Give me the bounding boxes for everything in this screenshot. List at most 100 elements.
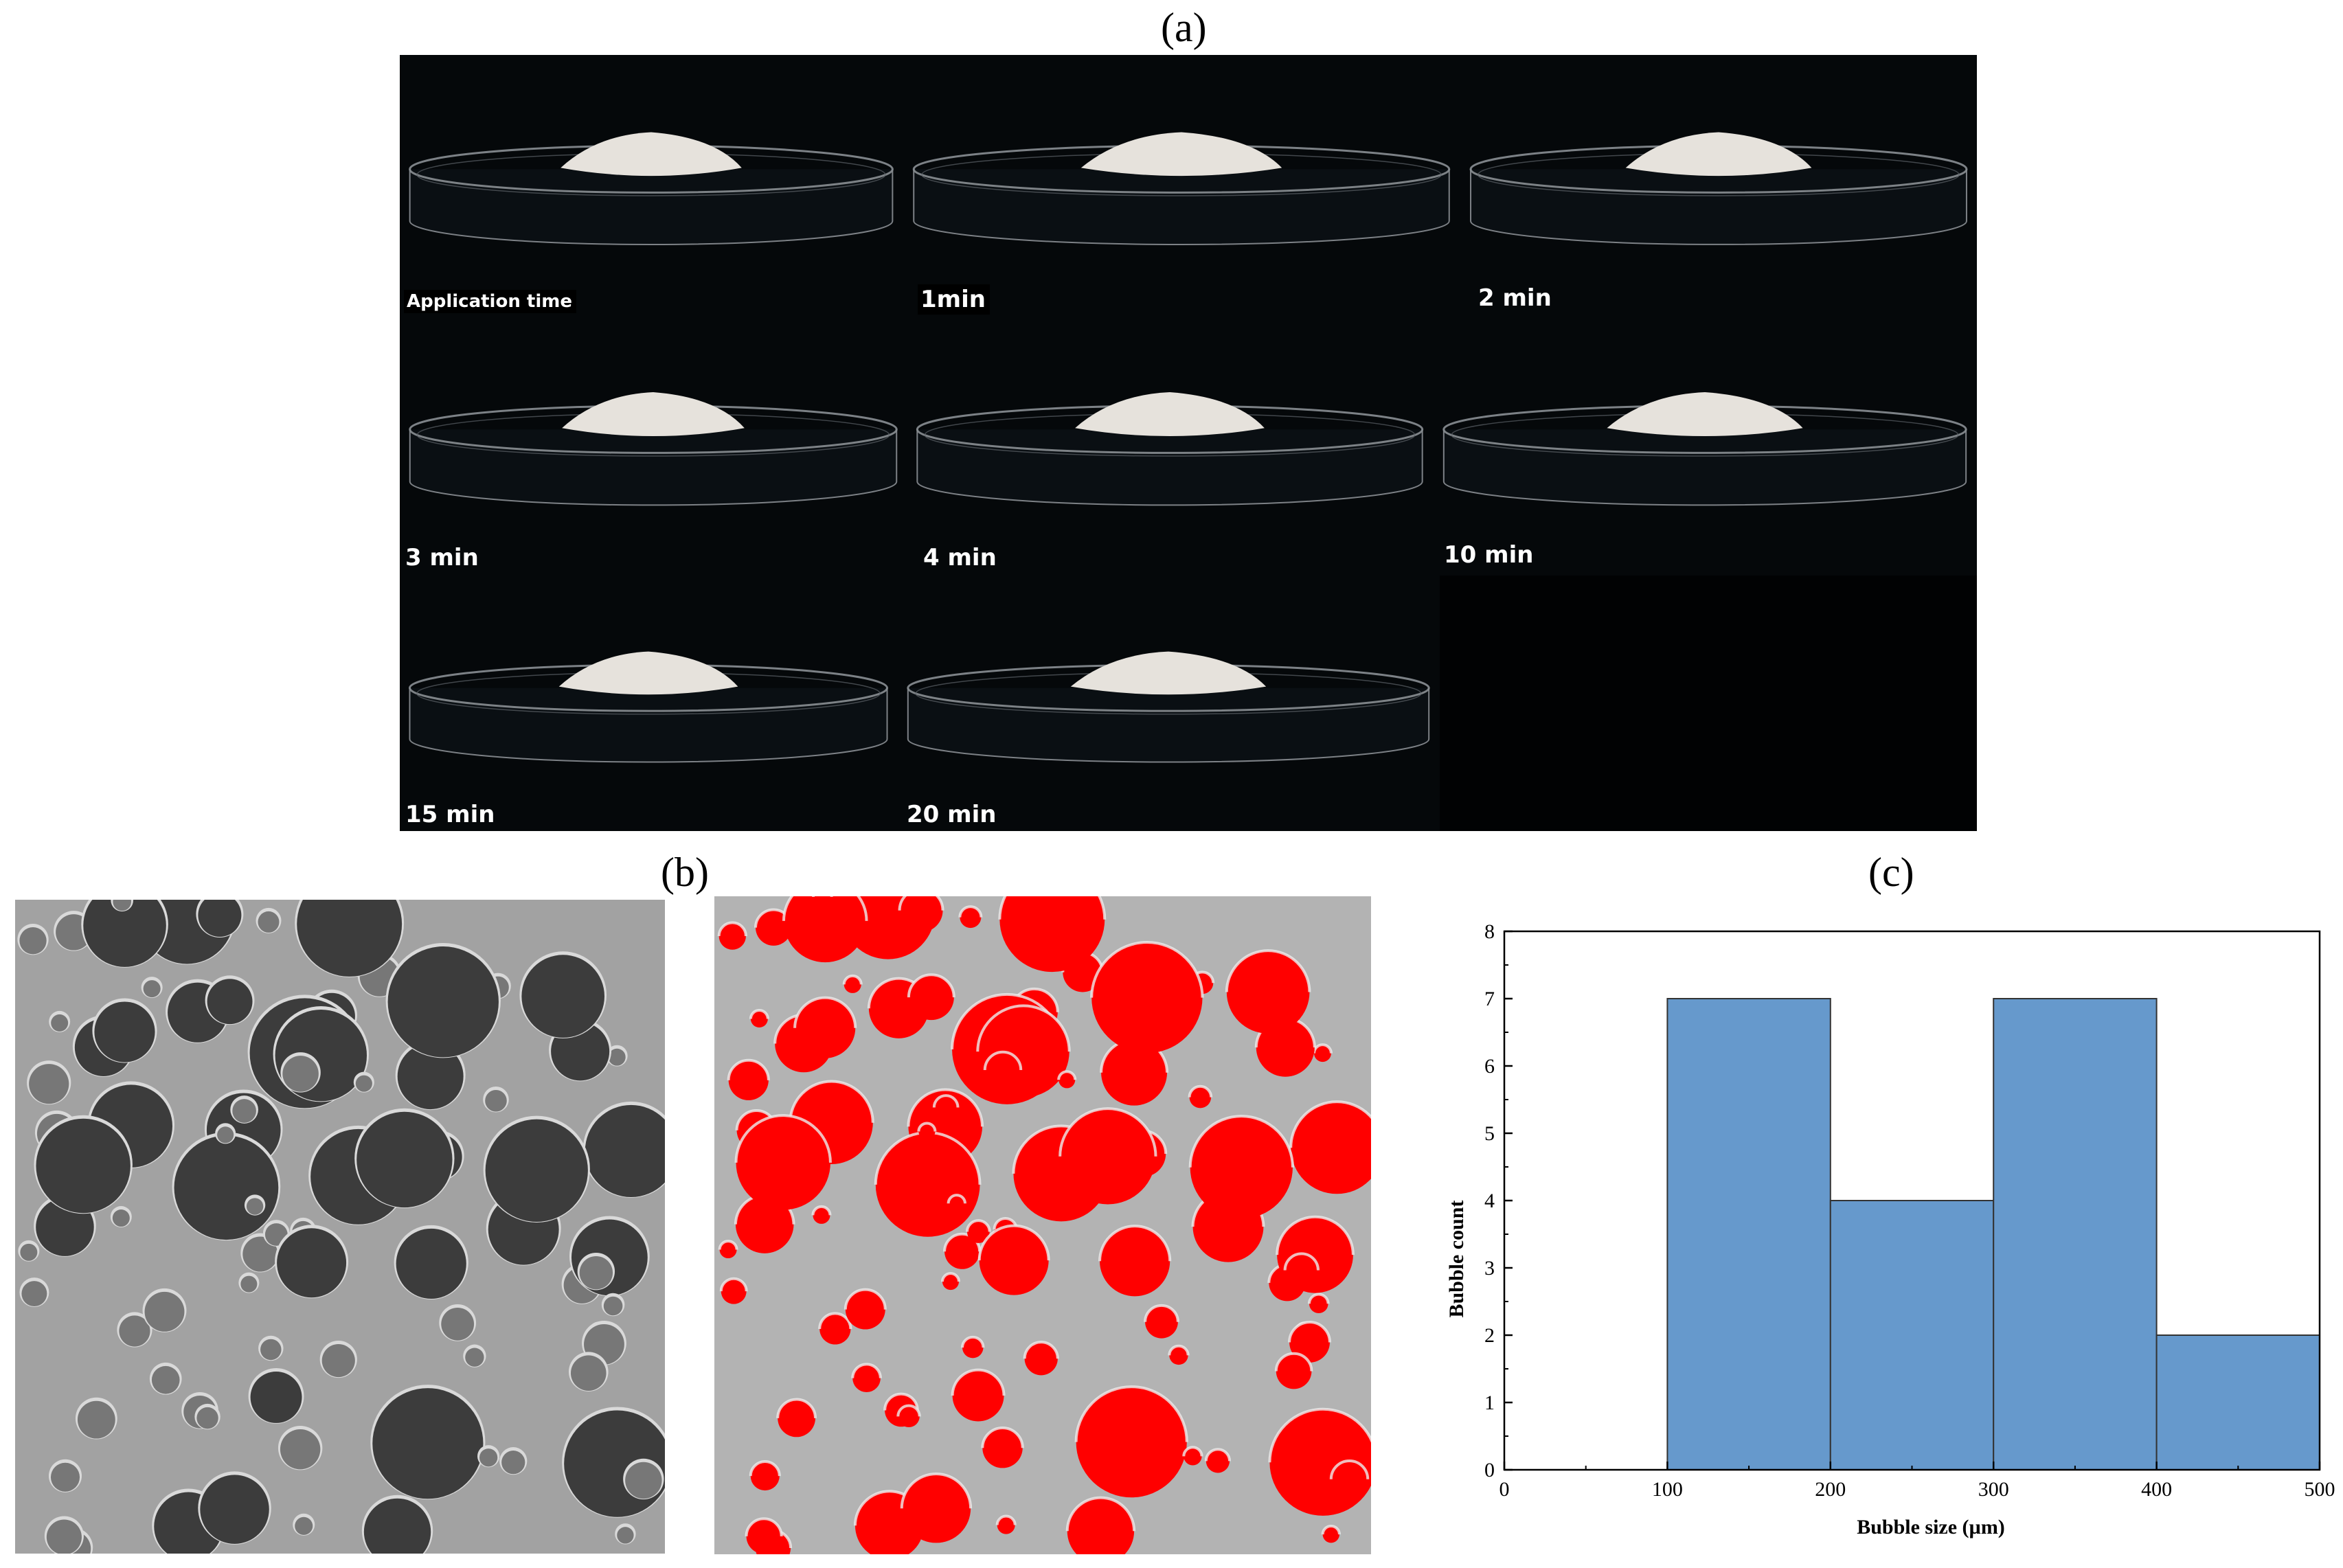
y-tick-label: 3 <box>1484 1257 1495 1280</box>
photo-caption: Application time <box>404 290 576 313</box>
y-tick-label: 8 <box>1484 920 1495 943</box>
petri-dish-drawing <box>400 315 907 576</box>
detected-bubble <box>783 896 867 963</box>
detected-bubble <box>735 1195 794 1253</box>
bubble <box>196 1407 218 1429</box>
bubble <box>396 1228 466 1299</box>
detected-bubble <box>1060 1109 1156 1205</box>
detected-bubble <box>750 1462 780 1491</box>
panel-label-a: (a) <box>1161 5 1207 50</box>
y-tick-label: 2 <box>1484 1324 1495 1347</box>
petri-dish-body <box>913 169 1450 245</box>
x-tick-label: 500 <box>2305 1478 2335 1501</box>
bubble-size-histogram: 0 100 200 300 400 500 0 1 2 3 4 5 6 7 8 Bubble size (µ… <box>1445 920 2335 1538</box>
detected-bubble <box>982 1428 1023 1468</box>
petri-dish-body <box>1470 169 1967 245</box>
photo-caption: 20 min <box>907 801 997 828</box>
bubble <box>46 1519 82 1554</box>
bubble <box>200 1475 269 1544</box>
detected-bubble <box>844 975 861 993</box>
detected-bubble <box>746 1519 782 1554</box>
bubble <box>143 980 161 998</box>
bubble <box>625 1462 662 1499</box>
foam-mound <box>1070 651 1267 695</box>
x-tick-label: 400 <box>2141 1478 2172 1501</box>
detected-bubble <box>901 1473 971 1543</box>
detected-bubble <box>1291 1102 1371 1194</box>
bubble <box>119 1315 150 1347</box>
detected-bubble <box>1276 1353 1312 1389</box>
detected-bubble <box>1100 1226 1170 1297</box>
x-tick-label: 0 <box>1499 1478 1510 1501</box>
photo-3min: 3 min <box>400 315 907 576</box>
petri-dish-body <box>409 429 898 506</box>
bubble <box>570 1355 607 1391</box>
detected-bubble <box>1184 1447 1202 1466</box>
petri-dish-body <box>907 688 1430 763</box>
bubble <box>280 1429 321 1470</box>
photo-caption: 3 min <box>405 544 479 571</box>
detected-bubble <box>1331 1461 1368 1498</box>
bubble <box>397 1043 464 1110</box>
photo-caption: 15 min <box>405 801 495 828</box>
bubble <box>51 1014 69 1032</box>
foam-mound <box>1607 392 1803 437</box>
photo-empty-slot <box>1440 576 1977 831</box>
bubble <box>585 1104 665 1197</box>
petri-dish-body <box>409 688 888 763</box>
photo-1min: 1min <box>903 55 1460 315</box>
bubble <box>521 955 605 1038</box>
photo-caption: 4 min <box>923 544 997 571</box>
detected-bubble <box>899 896 943 933</box>
bubble <box>144 1291 185 1332</box>
detected-bubble <box>1226 951 1310 1034</box>
detected-bubble <box>918 1123 936 1140</box>
y-tick-label: 1 <box>1484 1391 1495 1414</box>
bubble <box>603 1296 623 1316</box>
detected-bubble <box>1067 1497 1135 1554</box>
bubble <box>465 1348 484 1367</box>
bubble <box>485 1119 588 1222</box>
bubble <box>112 1209 130 1227</box>
foam-micrograph-thresholded <box>714 896 1371 1554</box>
x-tick-label: 300 <box>1978 1478 2009 1501</box>
foam-mound <box>1080 132 1282 177</box>
detected-bubble <box>845 1289 885 1330</box>
bubble <box>617 1527 634 1544</box>
petri-dish-drawing <box>907 315 1433 576</box>
photo-20min: 20 min <box>897 576 1440 831</box>
bubble <box>21 1281 47 1307</box>
detected-bubble <box>997 1516 1015 1534</box>
histogram-bar <box>2155 1334 2320 1470</box>
bubble <box>50 1462 80 1492</box>
petri-dish-body <box>1442 429 1967 506</box>
y-tick-label: 0 <box>1484 1459 1495 1481</box>
petri-dish-drawing <box>400 55 903 315</box>
bubble <box>579 1255 613 1290</box>
petri-dish-drawing <box>400 576 897 831</box>
petri-dish-body <box>409 169 894 245</box>
bubble <box>77 1400 115 1439</box>
bubble <box>250 1372 302 1423</box>
detected-bubble <box>908 975 954 1021</box>
detected-bubble <box>1309 1294 1328 1314</box>
bubble <box>217 1126 234 1144</box>
detected-bubble <box>948 1195 965 1212</box>
detected-bubble <box>1189 1086 1212 1109</box>
detected-bubble <box>1206 1449 1230 1473</box>
detected-bubble <box>778 1399 816 1438</box>
detected-bubble <box>819 1313 851 1345</box>
bubble <box>297 900 403 977</box>
bubble <box>29 1064 69 1104</box>
bubble <box>19 927 47 955</box>
detected-bubble <box>813 896 832 907</box>
bubble <box>372 1388 484 1499</box>
detected-bubble <box>952 1370 1004 1422</box>
photo-2min: 2 min <box>1460 55 1977 315</box>
bubble <box>441 1307 475 1341</box>
detected-bubble <box>933 1095 958 1120</box>
detected-bubble <box>1190 1116 1293 1219</box>
bubble <box>387 946 499 1058</box>
detected-bubble <box>962 1337 984 1359</box>
petri-dish-body <box>916 429 1423 506</box>
